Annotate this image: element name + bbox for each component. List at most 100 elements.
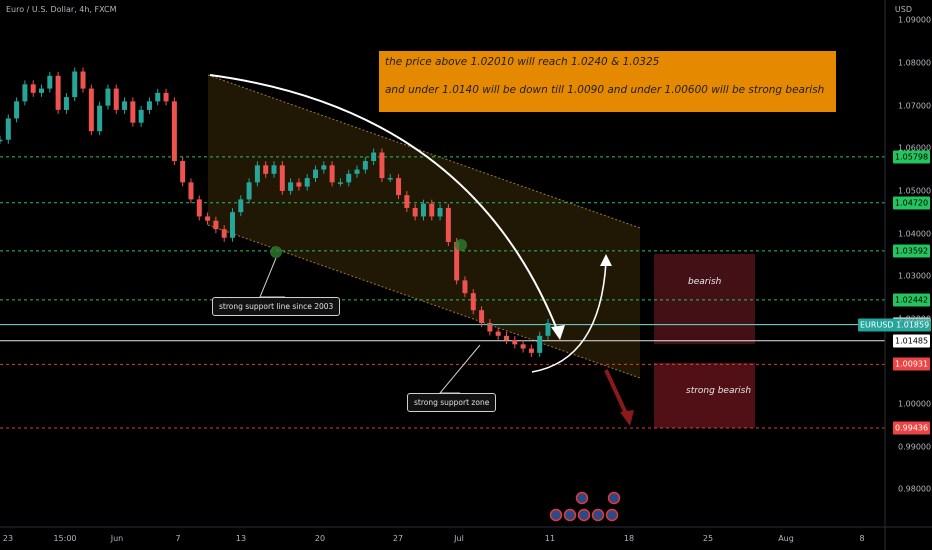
candle-body-27 [221, 229, 227, 238]
candle-body-55 [454, 242, 460, 281]
candle-body-46 [379, 152, 385, 179]
candle-body-52 [429, 203, 435, 217]
support-zone-pointer [438, 344, 481, 394]
symbol-header: Euro / U.S. Dollar, 4h, FXCM [6, 5, 117, 14]
candle-body-61 [503, 335, 509, 341]
y-tick-3: 1.06000 [898, 143, 932, 153]
y-tick-0: 1.09000 [898, 15, 932, 25]
currency-unit: USD [894, 5, 912, 14]
y-tick-8: 1.00000 [898, 399, 932, 409]
candle-body-43 [354, 169, 360, 174]
candle-body-40 [329, 165, 335, 183]
candle-body-2 [14, 101, 20, 119]
candle-body-13 [105, 88, 111, 106]
candle-body-16 [130, 101, 136, 123]
candle-body-19 [155, 92, 161, 102]
support-line-callout: strong support line since 2003 [212, 297, 341, 316]
candle-body-8 [63, 97, 69, 110]
candle-body-51 [420, 203, 426, 217]
bullish-arrow-head [600, 254, 612, 266]
candle-body-26 [213, 220, 219, 230]
candle-body-11 [88, 88, 94, 132]
x-tick-10: 25 [702, 534, 714, 543]
candle-body-48 [396, 178, 402, 196]
x-tick-4: 13 [235, 534, 247, 543]
x-tick-3: 7 [175, 534, 181, 543]
event-icon-3 [563, 508, 577, 522]
event-icon-6 [605, 508, 619, 522]
level-tag-3: 1.02442 [893, 293, 931, 307]
candle-body-12 [97, 105, 103, 132]
candle-body-6 [47, 75, 53, 89]
candle-body-28 [229, 212, 235, 238]
candle-body-21 [171, 101, 177, 162]
support-zone-callout: strong support zone [407, 393, 497, 412]
candle-body-15 [122, 101, 128, 110]
y-tick-6: 1.03000 [898, 271, 932, 281]
event-icon-5 [591, 508, 605, 522]
x-tick-9: 18 [623, 534, 635, 543]
candle-body-64 [528, 348, 534, 353]
y-tick-2: 1.07000 [898, 101, 932, 111]
x-tick-11: Aug [778, 534, 794, 543]
candle-body-66 [545, 323, 551, 336]
bullish-arrow [531, 261, 607, 373]
candle-body-53 [437, 207, 443, 217]
candle-body-62 [512, 340, 518, 345]
support-line-pointer [259, 257, 285, 298]
level-tag-7: 0.99436 [893, 421, 931, 435]
current-price-tag: EURUSD 1.01859 [858, 318, 932, 332]
level-tag-0: 1.05798 [893, 150, 931, 164]
candle-body-44 [362, 161, 368, 170]
candle-body-32 [263, 165, 269, 174]
candle-body-31 [254, 165, 260, 183]
support-marker-1 [270, 246, 282, 258]
y-tick-1: 1.08000 [898, 58, 932, 68]
candle-body-36 [296, 182, 302, 187]
candle-body-7 [55, 75, 61, 110]
level-tag-5: 1.01485 [893, 334, 931, 348]
candle-body-18 [146, 101, 152, 110]
candle-body-60 [495, 331, 501, 336]
event-icon-2 [549, 508, 563, 522]
event-icon-4 [577, 508, 591, 522]
trade-note-line-1: the price above 1.02010 will reach 1.024… [385, 56, 660, 68]
candle-body-29 [238, 199, 244, 213]
candle-body-5 [39, 88, 45, 93]
candle-body-10 [80, 71, 86, 89]
x-tick-12: 8 [859, 534, 865, 543]
candle-body-49 [404, 195, 410, 208]
y-tick-10: 0.98000 [898, 484, 932, 494]
bearish-zone-label: bearish [688, 277, 722, 287]
candle-body-37 [304, 178, 310, 187]
bearish-zone [654, 254, 755, 344]
candle-body-17 [138, 109, 144, 123]
trade-note-box: the price above 1.02010 will reach 1.024… [379, 51, 836, 112]
candle-body-0 [0, 139, 3, 142]
candle-body-34 [279, 165, 285, 191]
trend-arc-head [551, 325, 565, 340]
x-tick-6: 27 [392, 534, 404, 543]
candle-body-45 [371, 152, 377, 162]
y-tick-9: 0.99000 [898, 442, 932, 452]
strong-bearish-zone [654, 363, 755, 428]
strong-bearish-zone-label: strong bearish [686, 386, 752, 396]
event-icon-0 [575, 491, 589, 505]
x-tick-7: Jul [454, 534, 464, 543]
bearish-arrow-head [620, 410, 634, 426]
channel-fill [208, 75, 640, 378]
candle-body-25 [205, 216, 211, 221]
candle-body-9 [72, 71, 78, 98]
candle-body-33 [271, 165, 277, 174]
candle-body-4 [30, 84, 36, 93]
candle-body-1 [5, 118, 11, 140]
y-tick-5: 1.04000 [898, 229, 932, 238]
candle-body-54 [445, 207, 451, 243]
candle-body-41 [337, 182, 343, 184]
y-tick-7: 1.02000 [898, 314, 932, 324]
candle-body-23 [188, 182, 194, 200]
x-tick-8: 11 [544, 534, 556, 543]
level-tag-6: 1.00931 [893, 357, 931, 371]
trend-arc [209, 74, 559, 333]
